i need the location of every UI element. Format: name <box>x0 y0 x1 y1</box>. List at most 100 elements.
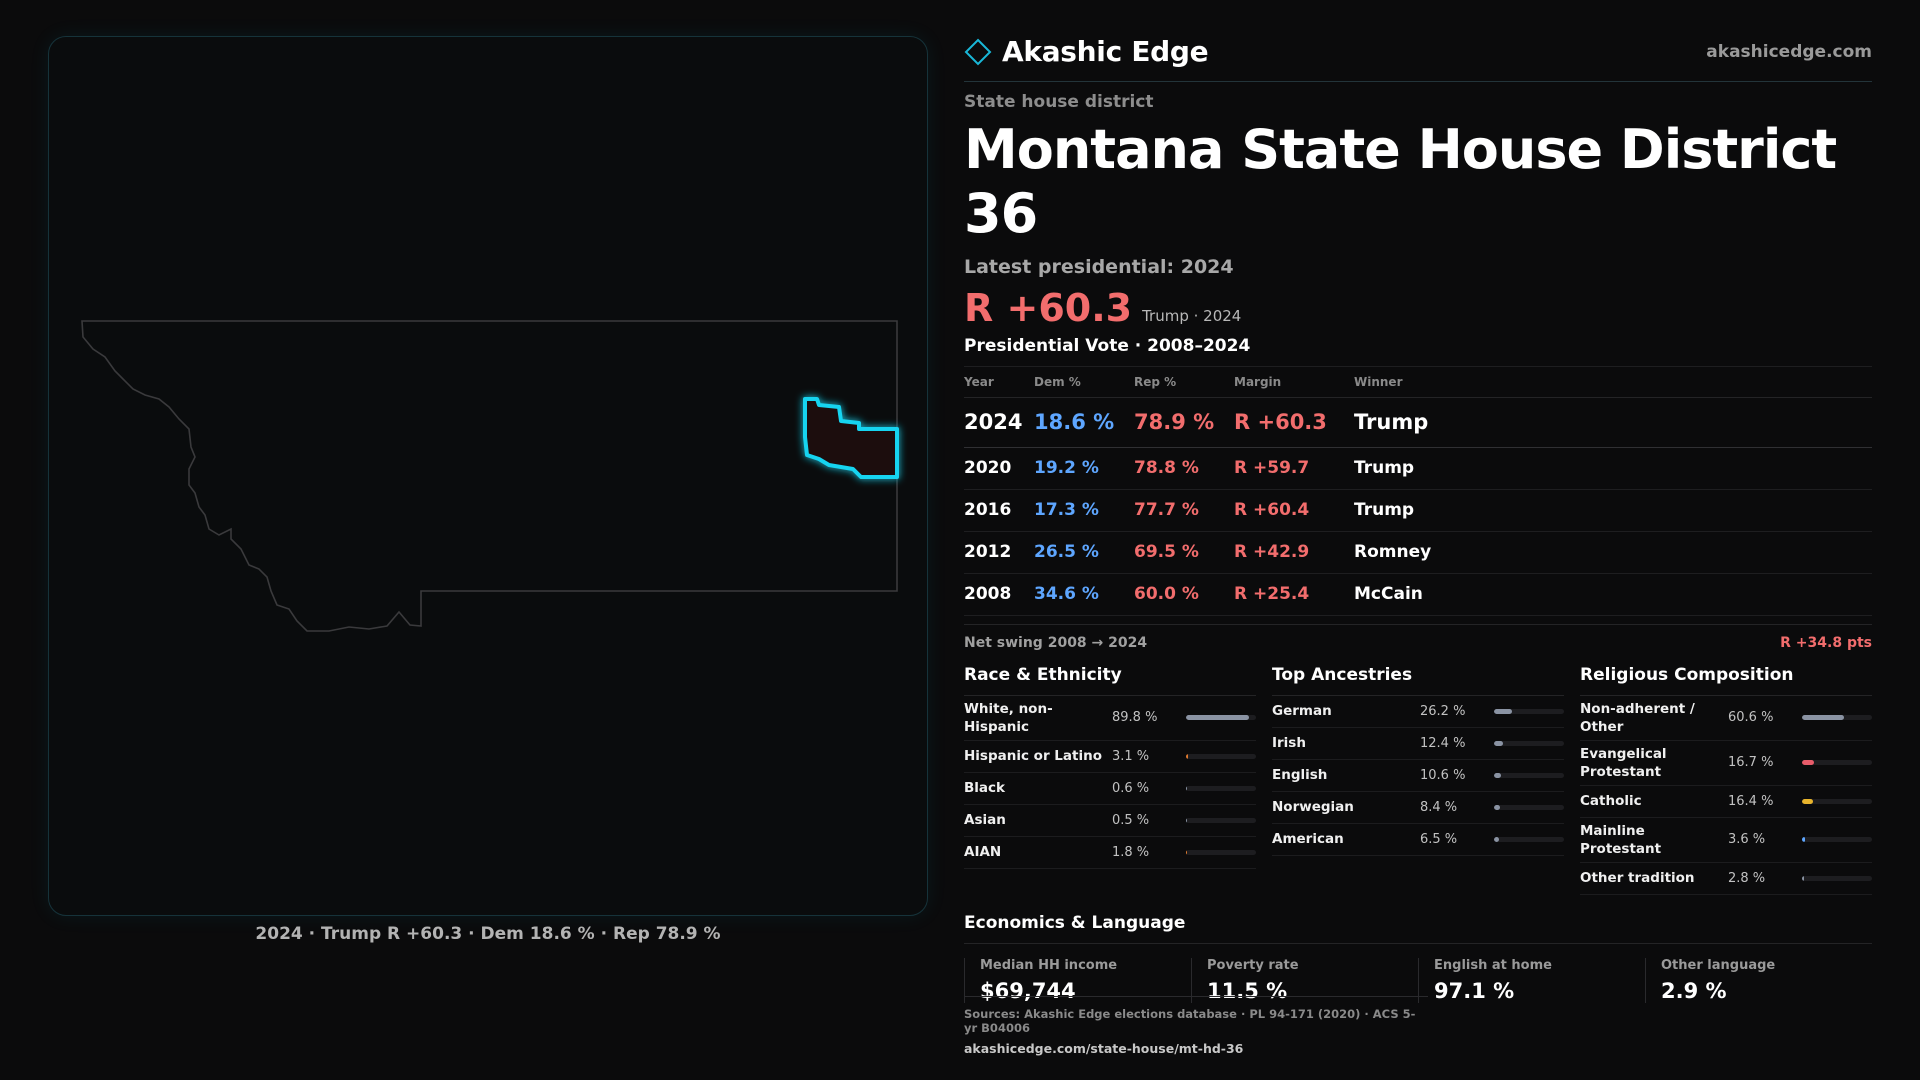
net-swing: Net swing 2008 → 2024 R +34.8 pts <box>964 623 1872 651</box>
percent-bar <box>1802 875 1872 881</box>
column-header-dem: Dem % <box>1034 367 1134 398</box>
top-ancestries-title: Top Ancestries <box>1272 665 1564 696</box>
item-value: 2.8 % <box>1728 870 1766 886</box>
stat-other-language: Other language 2.9 % <box>1645 957 1872 1003</box>
percent-bar <box>1186 785 1256 791</box>
percent-bar <box>1186 753 1256 759</box>
headline-margin: R +60.3 Trump · 2024 <box>964 286 1872 330</box>
percent-bar <box>1494 772 1564 778</box>
column-header-margin: Margin <box>1234 367 1354 398</box>
item-value: 16.7 % <box>1728 755 1774 770</box>
net-swing-value: R +34.8 pts <box>1780 634 1872 651</box>
item-label: English <box>1272 767 1328 783</box>
column-header-winner: Winner <box>1354 367 1872 398</box>
item-label: Catholic <box>1580 793 1642 809</box>
list-item: Hispanic or Latino 3.1 % <box>964 741 1256 773</box>
stat-poverty-rate: Poverty rate 11.5 % <box>1191 957 1418 1003</box>
site-domain-link[interactable]: akashicedge.com <box>1706 41 1872 62</box>
item-label: Other tradition <box>1580 870 1695 886</box>
cell-year: 2020 <box>964 447 1034 490</box>
percent-bar-fill <box>1802 837 1805 842</box>
cell-dem: 18.6 % <box>1034 397 1134 448</box>
list-item: American 6.5 % <box>1272 824 1564 856</box>
item-label: Asian <box>964 812 1006 828</box>
item-label: Evangelical Protestant <box>1580 745 1667 780</box>
list-item: Irish 12.4 % <box>1272 728 1564 760</box>
percent-bar-fill <box>1186 785 1187 791</box>
item-value: 10.6 % <box>1420 767 1466 783</box>
percent-bar-fill <box>1802 798 1814 804</box>
item-value: 12.4 % <box>1420 735 1466 751</box>
list-item: AIAN 1.8 % <box>964 837 1256 869</box>
table-row: 2012 26.5 % 69.5 % R +42.9 Romney <box>964 531 1872 574</box>
percent-bar-fill <box>1494 740 1503 746</box>
demographics-grid: Race & Ethnicity White, non-Hispanic 89.8… <box>964 665 1872 895</box>
percent-bar-fill <box>1494 836 1499 842</box>
percent-bar <box>1494 804 1564 810</box>
stat-label: Median HH income <box>980 957 1118 973</box>
list-item: Catholic 16.4 % <box>1580 786 1872 818</box>
montana-map <box>81 320 899 632</box>
race-ethnicity-title: Race & Ethnicity <box>964 665 1256 696</box>
list-item: Non-adherent / Other 60.6 % <box>1580 696 1872 741</box>
item-label: AIAN <box>964 844 1002 860</box>
item-value: 0.6 % <box>1112 780 1150 796</box>
stat-label: English at home <box>1434 957 1552 973</box>
diamond-logo-icon <box>964 38 992 65</box>
district-36-highlight <box>803 397 899 479</box>
economics-language-title: Economics & Language <box>964 913 1872 944</box>
cell-margin: R +42.9 <box>1234 531 1354 574</box>
cell-rep: 78.9 % <box>1134 397 1234 448</box>
list-item: Mainline Protestant 3.6 % <box>1580 818 1872 863</box>
list-item: Asian 0.5 % <box>964 805 1256 837</box>
cell-margin: R +59.7 <box>1234 447 1354 490</box>
item-label: American <box>1272 831 1344 847</box>
top-ancestries-section: Top Ancestries German 26.2 % Irish 12.4 % En… <box>1272 665 1564 895</box>
latest-presidential-label: Latest presidential: 2024 <box>964 256 1234 278</box>
cell-dem: 19.2 % <box>1034 447 1134 490</box>
page-url-link[interactable]: akashicedge.com/state-house/mt-hd-36 <box>964 1041 1244 1056</box>
percent-bar-fill <box>1494 708 1513 714</box>
list-item: German 26.2 % <box>1272 696 1564 728</box>
column-header-rep: Rep % <box>1134 367 1234 398</box>
race-ethnicity-section: Race & Ethnicity White, non-Hispanic 89.8… <box>964 665 1256 895</box>
percent-bar-fill <box>1186 753 1189 759</box>
percent-bar <box>1186 715 1256 720</box>
footer: Sources: Akashic Edge elections database… <box>964 996 1428 1056</box>
map-caption: 2024 · Trump R +60.3 · Dem 18.6 % · Rep … <box>255 924 721 944</box>
percent-bar-fill <box>1802 875 1804 881</box>
state-outline <box>81 320 898 632</box>
cell-winner: Trump <box>1354 447 1872 490</box>
percent-bar-fill <box>1494 804 1500 810</box>
item-value: 6.5 % <box>1420 831 1458 847</box>
item-value: 8.4 % <box>1420 799 1458 815</box>
page-title: Montana State House District 36 <box>964 118 1837 245</box>
table-header-row: Year Dem % Rep % Margin Winner <box>964 367 1872 398</box>
stat-value: 2.9 % <box>1661 978 1727 1003</box>
item-value: 0.5 % <box>1112 812 1150 828</box>
cell-year: 2008 <box>964 573 1034 616</box>
percent-bar <box>1802 837 1872 842</box>
brand[interactable]: Akashic Edge <box>964 35 1209 68</box>
cell-winner: McCain <box>1354 573 1872 616</box>
table-row: 2008 34.6 % 60.0 % R +25.4 McCain <box>964 573 1872 616</box>
percent-bar <box>1802 798 1872 804</box>
religious-composition-section: Religious Composition Non-adherent / Oth… <box>1580 665 1872 895</box>
cell-rep: 78.8 % <box>1134 447 1234 490</box>
percent-bar <box>1494 708 1564 714</box>
cell-winner: Trump <box>1354 489 1872 532</box>
stat-value: 11.5 % <box>1207 978 1288 1003</box>
presidential-vote-title: Presidential Vote · 2008–2024 <box>964 336 1872 367</box>
item-value: 1.8 % <box>1112 844 1150 860</box>
margin-subtitle: Trump · 2024 <box>1142 307 1242 325</box>
stat-label: Other language <box>1661 957 1776 973</box>
percent-bar <box>1186 817 1256 823</box>
stat-label: Poverty rate <box>1207 957 1299 973</box>
item-value: 3.1 % <box>1112 748 1150 764</box>
item-label: Irish <box>1272 735 1306 751</box>
item-value: 16.4 % <box>1728 793 1774 809</box>
stat-english-at-home: English at home 97.1 % <box>1418 957 1645 1003</box>
cell-dem: 17.3 % <box>1034 489 1134 532</box>
stat-value: $69,744 <box>980 978 1076 1003</box>
cell-year: 2012 <box>964 531 1034 574</box>
